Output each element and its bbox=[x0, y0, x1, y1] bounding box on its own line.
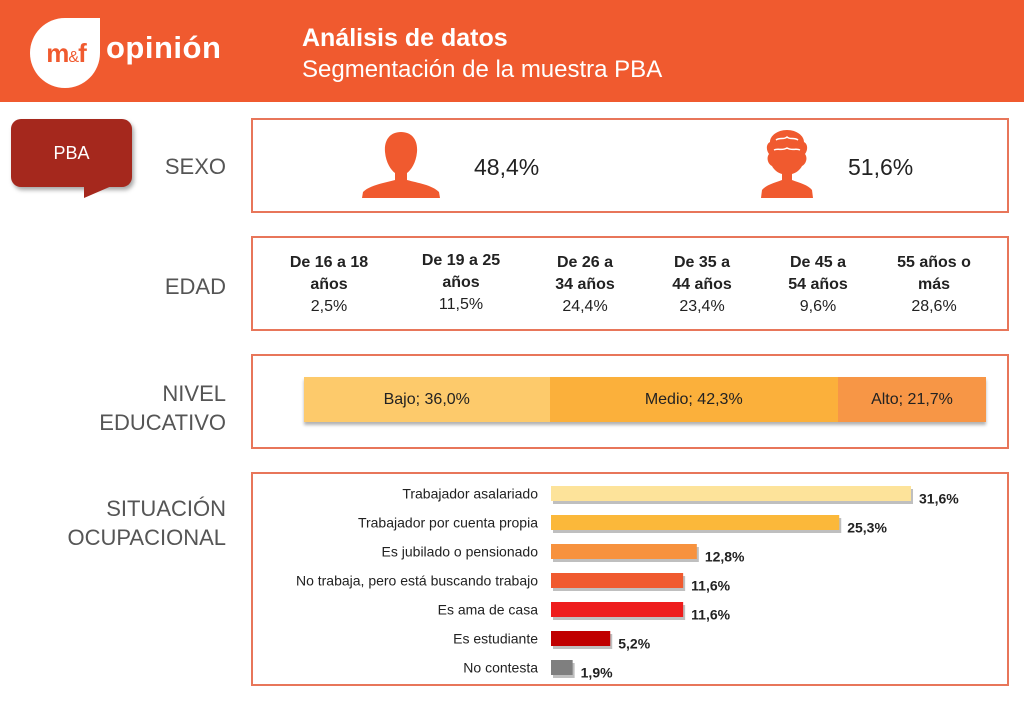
page-subtitle: Segmentación de la muestra PBA bbox=[302, 56, 663, 83]
age-group-label-line2: más bbox=[917, 276, 951, 293]
logo-word: opinión bbox=[106, 30, 222, 65]
age-group-label-line2: años bbox=[442, 274, 480, 291]
occupation-value-label: 11,6% bbox=[691, 578, 730, 594]
occupation-bar bbox=[551, 486, 911, 501]
logo-m: m bbox=[46, 38, 69, 68]
age-group-55-plus: 55 años o más 28,6% bbox=[879, 252, 989, 318]
age-group-value: 24,4% bbox=[562, 298, 608, 315]
occupation-bar bbox=[551, 515, 840, 530]
age-group-label-line1: De 35 a bbox=[673, 254, 731, 271]
age-group-value: 23,4% bbox=[679, 298, 725, 315]
female-person-icon bbox=[761, 130, 813, 198]
occupation-category-label: No contesta bbox=[463, 660, 538, 676]
age-group-label-line1: 55 años o bbox=[897, 254, 971, 271]
occupation-category-label: Es jubilado o pensionado bbox=[382, 544, 539, 560]
age-group-label-line1: De 19 a 25 bbox=[421, 252, 501, 269]
label-situacion-ocupacional: SITUACIÓN OCUPACIONAL bbox=[20, 494, 226, 552]
pba-badge-tail bbox=[84, 185, 114, 198]
occupation-category-label: Trabajador asalariado bbox=[402, 486, 538, 502]
male-percentage: 48,4% bbox=[474, 154, 540, 180]
header-bar: m&f opinión Análisis de datos Segmentaci… bbox=[0, 0, 1024, 102]
age-group-value: 9,6% bbox=[799, 298, 837, 315]
page-title: Análisis de datos bbox=[302, 24, 508, 52]
age-group-19-25: De 19 a 25 años 11,5% bbox=[406, 250, 516, 316]
age-group-label-line2: 54 años bbox=[788, 276, 848, 293]
occupation-bar bbox=[551, 544, 697, 559]
female-percentage: 51,6% bbox=[848, 154, 914, 180]
age-group-label-line2: años bbox=[310, 276, 348, 293]
occupation-category-label: Es estudiante bbox=[453, 631, 538, 647]
label-nivel-educativo: NIVEL EDUCATIVO bbox=[40, 379, 226, 437]
edad-panel bbox=[251, 236, 1009, 331]
logo-badge bbox=[30, 18, 100, 88]
label-edad: EDAD bbox=[164, 274, 226, 299]
age-group-value: 11,5% bbox=[438, 296, 484, 313]
label-nivel-line1: NIVEL bbox=[162, 381, 226, 406]
age-group-label-line1: De 16 a 18 bbox=[289, 254, 369, 271]
occupation-value-label: 5,2% bbox=[618, 636, 650, 652]
age-group-45-54: De 45 a 54 años 9,6% bbox=[763, 252, 873, 318]
label-situacion-line2: OCUPACIONAL bbox=[67, 525, 226, 550]
age-group-label-line2: 34 años bbox=[555, 276, 615, 293]
label-situacion-line1: SITUACIÓN bbox=[106, 496, 226, 521]
label-sexo: SEXO bbox=[164, 154, 226, 179]
occupation-bar bbox=[551, 602, 684, 617]
occupation-value-label: 31,6% bbox=[919, 491, 959, 507]
occupation-bar-chart: Trabajador asalariado 31,6% Trabajador por… bbox=[296, 486, 959, 681]
occupation-category-label: Es ama de casa bbox=[438, 602, 539, 618]
occupation-bar bbox=[551, 631, 611, 646]
age-group-value: 28,6% bbox=[911, 298, 957, 315]
education-stacked-bar: Bajo; 36,0% Medio; 42,3% Alto; 21,7% bbox=[304, 377, 986, 422]
age-group-value: 2,5% bbox=[310, 298, 348, 315]
occupation-category-label: Trabajador por cuenta propia bbox=[358, 515, 538, 531]
occupation-value-label: 11,6% bbox=[691, 607, 730, 623]
age-group-35-44: De 35 a 44 años 23,4% bbox=[647, 252, 757, 318]
education-segment-bajo: Bajo; 36,0% bbox=[304, 377, 550, 422]
occupation-bar bbox=[551, 660, 573, 675]
pba-badge: PBA bbox=[11, 119, 132, 187]
pba-badge-label: PBA bbox=[53, 143, 90, 163]
logo-amp: & bbox=[68, 49, 79, 66]
label-nivel-line2: EDUCATIVO bbox=[99, 410, 226, 435]
occupation-value-label: 12,8% bbox=[705, 549, 745, 565]
age-group-label-line2: 44 años bbox=[672, 276, 732, 293]
education-segment-alto: Alto; 21,7% bbox=[838, 377, 986, 422]
age-group-label-line1: De 26 a bbox=[556, 254, 614, 271]
logo-f: f bbox=[78, 38, 87, 68]
age-group-16-18: De 16 a 18 años 2,5% bbox=[274, 252, 384, 318]
male-person-icon bbox=[362, 132, 440, 198]
logo-mf: m&f bbox=[36, 38, 96, 69]
occupation-category-label: No trabaja, pero está buscando trabajo bbox=[296, 573, 538, 589]
age-group-26-34: De 26 a 34 años 24,4% bbox=[530, 252, 640, 318]
occupation-bar bbox=[551, 573, 684, 588]
occupation-value-label: 1,9% bbox=[581, 665, 613, 681]
age-group-label-line1: De 45 a bbox=[789, 254, 847, 271]
occupation-value-label: 25,3% bbox=[847, 520, 887, 536]
education-segment-medio: Medio; 42,3% bbox=[549, 377, 838, 422]
